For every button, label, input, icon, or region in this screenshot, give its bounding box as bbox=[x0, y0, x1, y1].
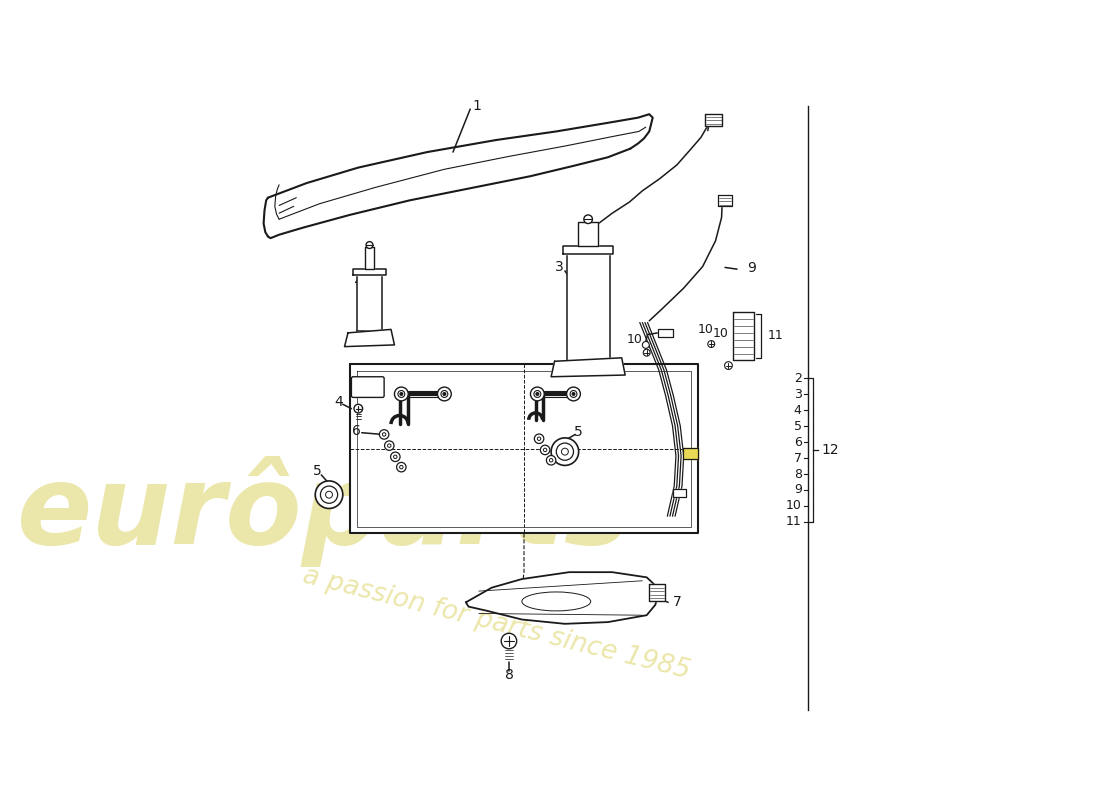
Text: 4: 4 bbox=[334, 394, 343, 409]
Polygon shape bbox=[718, 195, 732, 206]
Circle shape bbox=[443, 393, 446, 395]
Circle shape bbox=[538, 437, 541, 441]
Circle shape bbox=[316, 481, 343, 509]
Text: 10: 10 bbox=[698, 323, 714, 336]
Circle shape bbox=[535, 434, 543, 443]
Circle shape bbox=[551, 438, 579, 466]
Text: 6: 6 bbox=[352, 424, 361, 438]
Polygon shape bbox=[733, 312, 755, 359]
Circle shape bbox=[387, 444, 390, 447]
Circle shape bbox=[707, 341, 715, 347]
Circle shape bbox=[642, 342, 649, 348]
Circle shape bbox=[566, 387, 581, 401]
Polygon shape bbox=[551, 358, 625, 377]
Text: 6: 6 bbox=[794, 436, 802, 449]
Text: eurôparts: eurôparts bbox=[16, 457, 631, 567]
Circle shape bbox=[584, 215, 593, 223]
Text: 8: 8 bbox=[793, 467, 802, 481]
Circle shape bbox=[543, 448, 547, 452]
Text: 1: 1 bbox=[473, 98, 482, 113]
Circle shape bbox=[540, 445, 550, 454]
Circle shape bbox=[320, 486, 338, 503]
Circle shape bbox=[572, 393, 575, 395]
Circle shape bbox=[530, 387, 544, 401]
Text: 3: 3 bbox=[556, 261, 564, 274]
FancyBboxPatch shape bbox=[351, 377, 384, 398]
Text: 8: 8 bbox=[505, 669, 514, 682]
Circle shape bbox=[398, 390, 405, 398]
Text: 2: 2 bbox=[794, 372, 802, 385]
Polygon shape bbox=[466, 572, 660, 624]
Polygon shape bbox=[578, 222, 598, 246]
Circle shape bbox=[385, 441, 394, 450]
Circle shape bbox=[549, 458, 553, 462]
Text: 2: 2 bbox=[354, 273, 363, 286]
Circle shape bbox=[399, 466, 403, 469]
Ellipse shape bbox=[521, 592, 591, 611]
Circle shape bbox=[534, 390, 541, 398]
Text: 10: 10 bbox=[785, 499, 802, 512]
Circle shape bbox=[502, 634, 517, 649]
Text: a passion for parts since 1985: a passion for parts since 1985 bbox=[299, 563, 692, 685]
Text: 5: 5 bbox=[793, 420, 802, 433]
Text: 3: 3 bbox=[794, 388, 802, 401]
Polygon shape bbox=[672, 489, 686, 498]
Circle shape bbox=[441, 390, 448, 398]
Polygon shape bbox=[365, 246, 374, 269]
Circle shape bbox=[354, 404, 363, 413]
Polygon shape bbox=[353, 269, 386, 275]
Polygon shape bbox=[344, 330, 395, 346]
Text: 9: 9 bbox=[747, 262, 757, 275]
Text: 7: 7 bbox=[793, 452, 802, 465]
Polygon shape bbox=[658, 329, 673, 337]
Circle shape bbox=[366, 242, 373, 249]
Text: 11: 11 bbox=[767, 330, 783, 342]
Polygon shape bbox=[350, 364, 698, 534]
Circle shape bbox=[438, 387, 451, 401]
Circle shape bbox=[644, 350, 650, 356]
Circle shape bbox=[557, 443, 573, 460]
Text: 10: 10 bbox=[713, 327, 728, 340]
Text: 10: 10 bbox=[627, 334, 642, 346]
Polygon shape bbox=[649, 584, 664, 602]
Circle shape bbox=[383, 433, 386, 436]
Text: 11: 11 bbox=[785, 515, 802, 528]
Circle shape bbox=[379, 430, 389, 439]
Polygon shape bbox=[566, 254, 609, 362]
Circle shape bbox=[400, 393, 403, 395]
Circle shape bbox=[394, 455, 397, 458]
Text: 9: 9 bbox=[794, 483, 802, 497]
Text: 7: 7 bbox=[673, 595, 682, 610]
Text: 12: 12 bbox=[822, 443, 839, 457]
Polygon shape bbox=[683, 448, 698, 458]
Circle shape bbox=[536, 393, 539, 395]
Polygon shape bbox=[353, 378, 383, 391]
Polygon shape bbox=[563, 246, 613, 254]
Circle shape bbox=[547, 455, 556, 465]
Text: 5: 5 bbox=[574, 425, 583, 439]
Circle shape bbox=[395, 387, 408, 401]
Circle shape bbox=[326, 491, 332, 498]
Circle shape bbox=[397, 462, 406, 472]
Circle shape bbox=[725, 362, 733, 370]
Polygon shape bbox=[705, 114, 723, 126]
Circle shape bbox=[390, 452, 400, 462]
Circle shape bbox=[570, 390, 576, 398]
Text: 4: 4 bbox=[794, 404, 802, 417]
Text: 5: 5 bbox=[312, 465, 321, 478]
Circle shape bbox=[561, 448, 569, 455]
Polygon shape bbox=[356, 275, 383, 331]
